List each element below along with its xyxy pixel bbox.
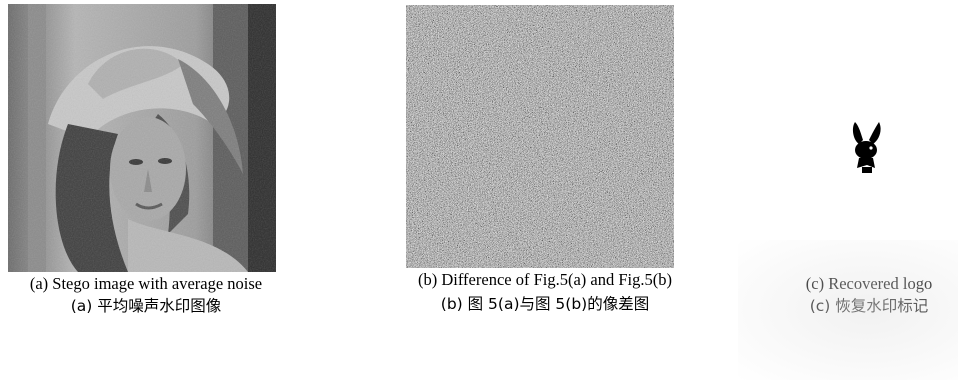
caption-c-chinese: (c) 恢复水印标记 [809, 297, 929, 315]
recovered-logo-image [852, 122, 881, 173]
stego-image [8, 4, 276, 272]
caption-b-chinese: (b) 图 5(a)与图 5(b)的像差图 [440, 295, 650, 313]
caption-a-english: (a) Stego image with average noise [29, 274, 263, 293]
caption-b-english: (b) Difference of Fig.5(a) and Fig.5(b) [418, 270, 672, 289]
caption-a-chinese: (a) 平均噪声水印图像 [70, 297, 222, 315]
caption-c-english: (c) Recovered logo [805, 274, 933, 293]
difference-image [406, 5, 674, 268]
